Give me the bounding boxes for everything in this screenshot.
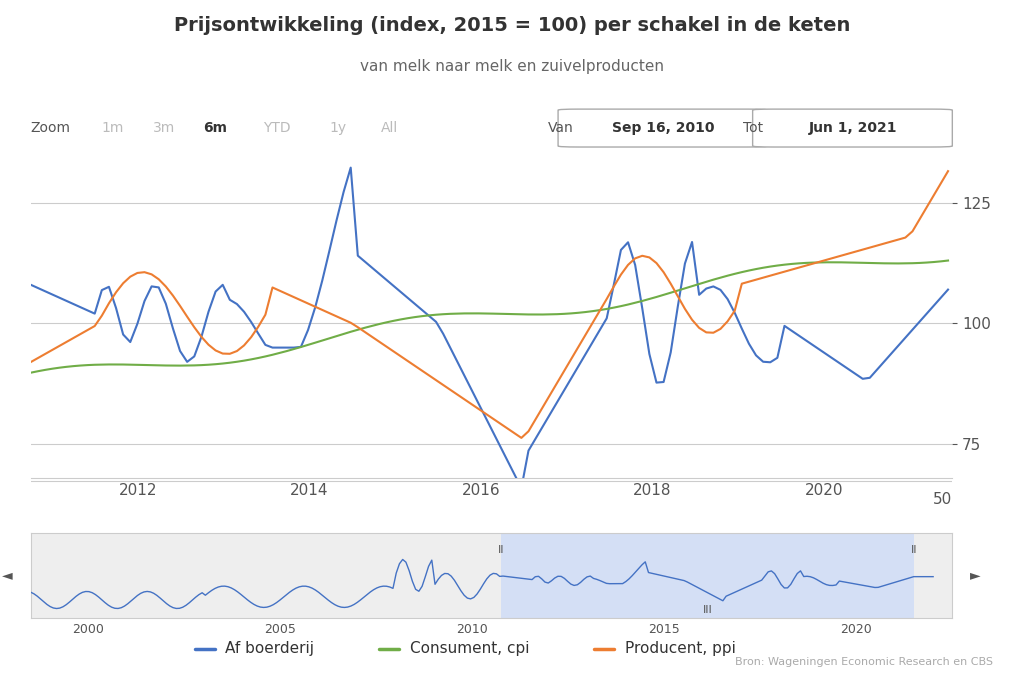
Text: 3m: 3m	[153, 121, 175, 135]
Text: Sep 16, 2010: Sep 16, 2010	[612, 121, 715, 135]
Text: Bron: Wageningen Economic Research en CBS: Bron: Wageningen Economic Research en CB…	[735, 658, 993, 667]
Text: Jun 1, 2021: Jun 1, 2021	[809, 121, 897, 135]
Bar	[501, 533, 914, 618]
Text: 1m: 1m	[101, 121, 124, 135]
Text: Prijsontwikkeling (index, 2015 = 100) per schakel in de keten: Prijsontwikkeling (index, 2015 = 100) pe…	[174, 16, 850, 35]
Text: van melk naar melk en zuivelproducten: van melk naar melk en zuivelproducten	[360, 59, 664, 74]
Text: Van: Van	[548, 121, 573, 135]
FancyBboxPatch shape	[558, 109, 768, 147]
Text: Tot: Tot	[742, 121, 763, 135]
Text: All: All	[381, 121, 397, 135]
Text: Zoom: Zoom	[31, 121, 71, 135]
Text: ►: ►	[970, 568, 981, 583]
Text: ◄: ◄	[2, 568, 13, 583]
Text: Af boerderij: Af boerderij	[225, 641, 314, 656]
Text: Consument, cpi: Consument, cpi	[410, 641, 529, 656]
Text: YTD: YTD	[263, 121, 290, 135]
Text: Producent, ppi: Producent, ppi	[625, 641, 735, 656]
Text: 1y: 1y	[330, 121, 346, 135]
Text: II: II	[910, 545, 918, 555]
Text: 6m: 6m	[203, 121, 227, 135]
Text: 50: 50	[933, 492, 952, 507]
Text: III: III	[702, 605, 713, 615]
Text: II: II	[498, 545, 505, 555]
FancyBboxPatch shape	[753, 109, 952, 147]
